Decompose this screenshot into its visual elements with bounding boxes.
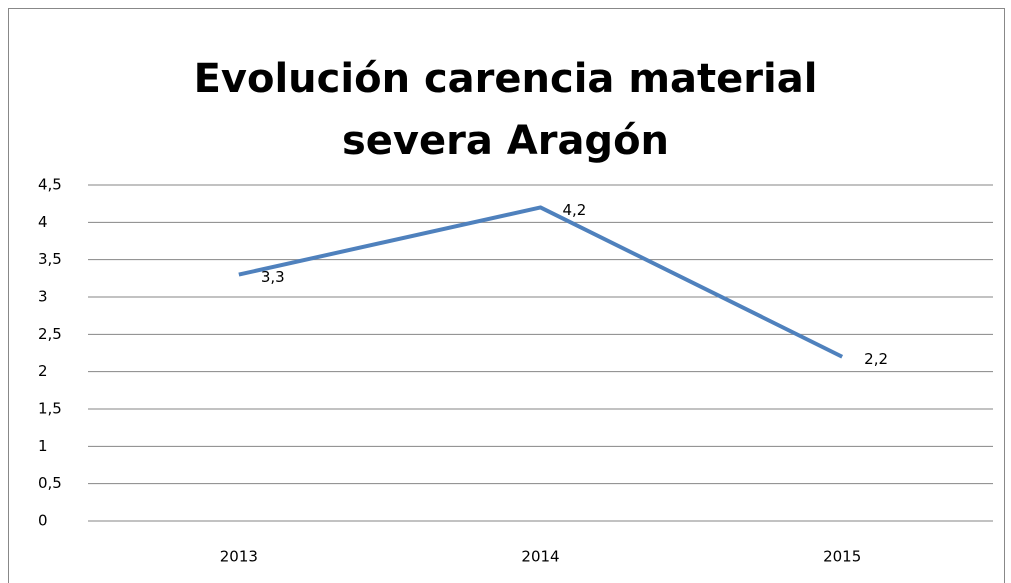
data-label: 2,2 (864, 350, 888, 368)
y-tick-label: 3 (38, 288, 48, 306)
y-tick-label: 0,5 (38, 474, 62, 492)
data-line (238, 205, 844, 359)
x-tick-label: 2015 (823, 548, 861, 566)
y-tick-label: 4 (38, 213, 48, 231)
y-tick-label: 2,5 (38, 325, 62, 343)
y-tick-label: 2 (38, 362, 48, 380)
x-tick-label: 2014 (521, 548, 559, 566)
y-tick-label: 3,5 (38, 250, 62, 268)
y-tick-label: 0 (38, 512, 48, 530)
y-tick-label: 1,5 (38, 400, 62, 418)
data-label: 3,3 (261, 268, 285, 286)
data-label: 4,2 (563, 201, 587, 219)
chart-border (8, 8, 1005, 583)
chart-title: Evolución carencia material severa Aragó… (193, 56, 818, 164)
y-tick-label: 1 (38, 437, 48, 455)
y-tick-label: 4,5 (38, 176, 62, 194)
x-tick-label: 2013 (220, 548, 258, 566)
